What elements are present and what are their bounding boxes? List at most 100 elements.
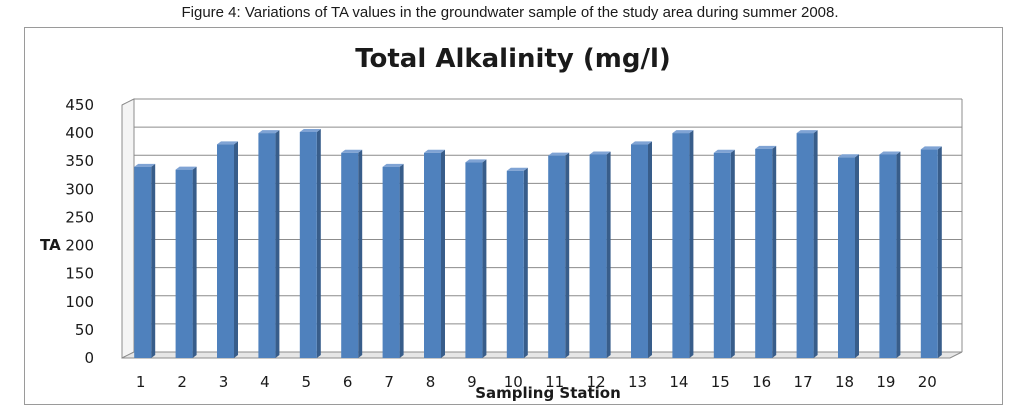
gridlines [121, 98, 963, 359]
x-tick-label: 6 [343, 373, 353, 391]
bar [299, 128, 321, 358]
bar-top [631, 141, 652, 145]
chart-walls [121, 98, 963, 359]
x-axis-label: Sampling Station [475, 384, 621, 402]
x-tick-label: 16 [752, 373, 771, 391]
figure-caption: Figure 4: Variations of TA values in the… [181, 4, 839, 21]
bar-top [838, 154, 859, 158]
bar [589, 151, 611, 358]
bar-side [441, 149, 445, 358]
bar-top [589, 151, 611, 155]
y-tick-label: 200 [65, 237, 94, 255]
bar-side [896, 151, 901, 358]
bar-side [772, 145, 777, 358]
bar-front [672, 133, 690, 358]
y-tick-label: 150 [65, 265, 94, 283]
x-tick-label: 4 [260, 373, 270, 391]
x-tick-label: 8 [426, 373, 436, 391]
bar-front [341, 152, 359, 358]
bar [382, 163, 404, 358]
bar-side [937, 146, 942, 358]
x-tick-label: 9 [467, 373, 477, 391]
bar-side [151, 163, 156, 358]
bar-side [689, 130, 694, 358]
bar-top [713, 149, 735, 153]
bar-top [672, 130, 694, 134]
x-tick-label: 7 [384, 373, 394, 391]
y-tick-label: 0 [84, 349, 94, 367]
bar-side [358, 149, 363, 358]
bar-top [796, 130, 818, 134]
bar-side [565, 152, 570, 358]
floor [121, 351, 963, 359]
bar [631, 141, 652, 358]
x-tick-label: 17 [794, 373, 813, 391]
x-tick-label: 3 [219, 373, 229, 391]
bar-side [482, 159, 487, 358]
x-tick-label: 14 [669, 373, 688, 391]
chart-title: Total Alkalinity (mg/l) [355, 44, 671, 74]
bar-front [382, 166, 400, 358]
bar-side [192, 166, 197, 358]
bar-top [465, 159, 487, 163]
x-tick-labels: 1 2 3 4 5 6 7 8 9 10 11 12 13 14 15 16 17 18 19 20 [136, 373, 937, 391]
bar-front [631, 144, 648, 358]
bar [672, 130, 694, 358]
bar [465, 159, 487, 358]
bar [506, 167, 528, 358]
bar [548, 152, 570, 358]
bar-front [299, 131, 317, 358]
y-tick-label: 100 [65, 293, 94, 311]
bar-side [855, 154, 859, 358]
bar-side [316, 128, 321, 358]
bar-top [879, 151, 901, 155]
x-tick-label: 13 [628, 373, 647, 391]
bar-top [175, 166, 197, 170]
bar-front [796, 133, 814, 358]
y-tick-label: 400 [65, 124, 94, 142]
bar-front [506, 170, 524, 358]
bar-top [299, 128, 321, 132]
bar-side [275, 130, 280, 358]
y-tick-labels: 0 50 100 150 200 250 300 350 400 450 [65, 96, 94, 367]
bar-top [506, 167, 528, 171]
bar [217, 141, 238, 358]
x-tick-label: 20 [918, 373, 937, 391]
bar-front [217, 144, 234, 358]
bar [713, 149, 735, 358]
bar [341, 149, 363, 358]
bar-top [424, 149, 445, 153]
bar [796, 130, 818, 358]
bar-top [548, 152, 570, 156]
y-tick-label: 250 [65, 208, 94, 226]
bar-front [879, 154, 897, 358]
bar-top [217, 141, 238, 145]
x-tick-label: 11 [545, 373, 564, 391]
bar-front [424, 152, 441, 358]
bar-front [838, 157, 855, 358]
bar-front [548, 155, 566, 358]
bar [879, 151, 901, 358]
x-tick-label: 12 [587, 373, 606, 391]
bar-side [399, 163, 404, 358]
y-axis-label: TA [40, 236, 61, 254]
y-tick-label: 300 [65, 180, 94, 198]
x-tick-label: 19 [876, 373, 895, 391]
bar-top [258, 130, 280, 134]
bar-front [755, 148, 773, 358]
bar-side [648, 141, 652, 358]
x-tick-label: 18 [835, 373, 854, 391]
bar [920, 146, 942, 358]
bar-top [920, 146, 942, 150]
bar-front [920, 149, 938, 358]
bar-top [134, 163, 156, 167]
bar-top [341, 149, 363, 153]
bar-front [589, 154, 607, 358]
bar-front [465, 162, 483, 358]
x-tick-label: 5 [302, 373, 312, 391]
bar [134, 163, 156, 358]
bar-side [813, 130, 818, 358]
bar-side [523, 167, 528, 358]
y-tick-label: 450 [65, 96, 94, 114]
bar-side [606, 151, 611, 358]
